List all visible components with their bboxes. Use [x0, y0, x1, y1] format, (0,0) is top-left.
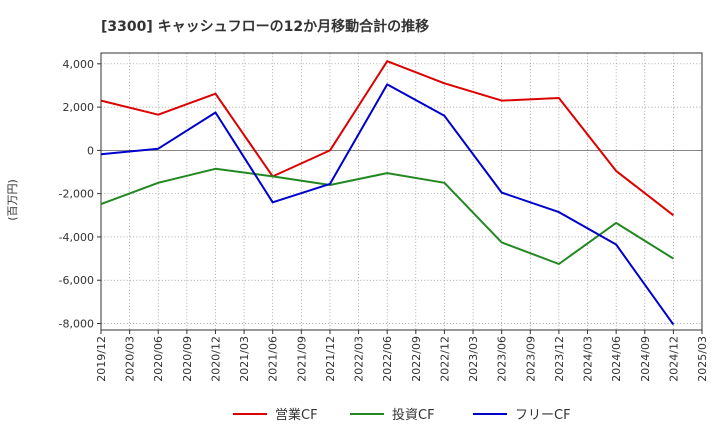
x-tick-label: 2023/12 — [553, 336, 566, 382]
x-tick-label: 2022/06 — [381, 336, 394, 382]
x-tick-label: 2020/06 — [152, 336, 165, 382]
x-tick-label: 2020/03 — [124, 336, 137, 382]
legend: 営業CF 投資CF フリーCF — [233, 407, 571, 423]
x-tick-label: 2019/12 — [95, 336, 108, 382]
x-tick-label: 2022/09 — [410, 336, 423, 382]
y-axis-label: (百万円) — [6, 179, 19, 221]
x-tick-label: 2023/03 — [467, 336, 480, 382]
legend-label: フリーCF — [515, 408, 571, 423]
x-tick-label: 2021/03 — [238, 336, 251, 382]
x-tick-label: 2024/09 — [639, 336, 652, 382]
series-lines — [100, 60, 675, 326]
x-tick-label: 2021/12 — [324, 336, 337, 382]
legend-label: 投資CF — [392, 407, 435, 423]
x-tick-label: 2020/12 — [209, 336, 222, 382]
x-tick-label: 2022/03 — [353, 336, 366, 382]
x-tick-label: 2024/03 — [582, 336, 595, 382]
x-tick-label: 2023/09 — [524, 336, 537, 382]
series-line — [100, 167, 674, 265]
y-tick-label: -4,000 — [59, 231, 94, 244]
y-tick-label: 0 — [87, 144, 94, 157]
y-tick-label: 2,000 — [63, 101, 95, 114]
x-tick-label: 2024/06 — [610, 336, 623, 382]
x-tick-label: 2022/12 — [438, 336, 451, 382]
x-tick-label: 2023/06 — [496, 336, 509, 382]
x-tick-label: 2024/12 — [667, 336, 680, 382]
series-line — [100, 60, 675, 217]
legend-label: 営業CF — [275, 407, 318, 423]
y-tick-label: -2,000 — [59, 188, 94, 201]
y-tick-label: -6,000 — [59, 274, 94, 287]
x-tick-label: 2025/03 — [696, 336, 709, 382]
y-tick-label: -8,000 — [59, 318, 94, 331]
y-axis-ticks: 4,000 2,000 0 -2,000 -4,000 -6,000 -8,000 — [59, 58, 101, 331]
x-tick-label: 2020/09 — [181, 336, 194, 382]
x-axis-ticks: 2019/12 2020/03 2020/06 2020/09 2020/12 2021/… — [95, 330, 709, 382]
x-tick-label: 2021/09 — [295, 336, 308, 382]
y-tick-label: 4,000 — [63, 58, 95, 71]
chart-title: [3300] キャッシュフローの12か月移動合計の推移 — [101, 18, 429, 35]
series-line — [100, 83, 675, 326]
x-tick-label: 2021/06 — [267, 336, 280, 382]
gridlines — [100, 53, 703, 330]
plot-area — [100, 52, 703, 331]
